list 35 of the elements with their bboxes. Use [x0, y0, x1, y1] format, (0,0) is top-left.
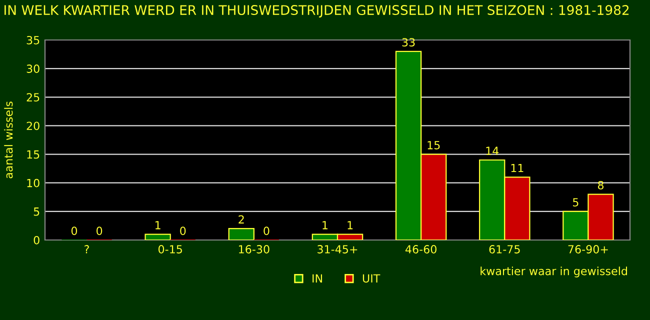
data-label: 5: [573, 198, 578, 206]
data-label: 1: [348, 221, 353, 230]
y-tick-label: 0: [34, 236, 40, 244]
x-tick-label: 0-15: [158, 245, 182, 254]
y-tick-label: 35: [26, 36, 40, 44]
y-tick-label: 25: [26, 93, 40, 102]
data-label: 0: [71, 226, 78, 236]
y-axis-title: aantal wissels: [4, 102, 13, 178]
y-tick-label: 10: [27, 178, 40, 188]
x-tick-label: 61-75: [489, 245, 520, 254]
bar: [228, 228, 254, 240]
data-label: 15: [428, 141, 440, 150]
x-tick-label: 76-90+: [568, 245, 608, 254]
y-tick-label: 15: [27, 150, 40, 159]
x-tick-label: 31-45+: [318, 245, 358, 254]
x-tick-label: ?: [84, 245, 89, 254]
x-tick-label: 46-60: [405, 245, 436, 254]
y-tick-label: 20: [26, 122, 40, 130]
data-label: 14: [486, 146, 499, 155]
data-label: 11: [511, 164, 524, 172]
legend-label: UIT: [362, 274, 380, 283]
x-axis-title: kwartier waar in gewisseld: [480, 266, 627, 278]
x-tick-label: 16-30: [239, 245, 270, 254]
data-label: 0: [180, 226, 186, 236]
y-tick-label: 30: [26, 64, 40, 73]
data-label: 0: [96, 226, 102, 236]
data-label: 2: [238, 215, 244, 224]
bar: [144, 234, 171, 240]
data-label: 1: [322, 221, 328, 230]
data-label: 1: [156, 221, 160, 230]
legend-label: IN: [312, 274, 322, 282]
y-tick-label: 5: [34, 208, 40, 216]
chart-title: IN WELK KWARTIER WERD ER IN THUISWEDSTRIJDEN GEWISSELD IN HET SEIZOEN : 1981-1982: [4, 5, 629, 18]
data-label: 33: [402, 38, 415, 46]
data-label: 0: [264, 226, 270, 236]
